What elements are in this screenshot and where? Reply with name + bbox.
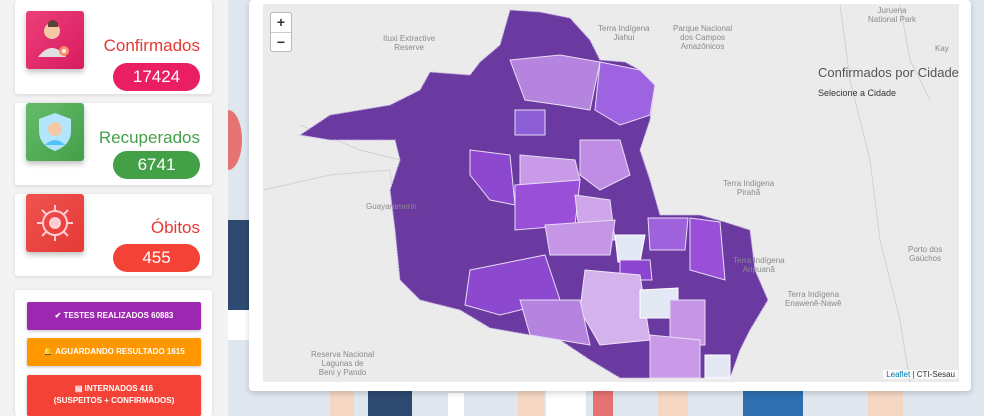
map-label-guayaramerin: Guayaramerin (366, 202, 417, 211)
person-virus-icon (26, 11, 84, 69)
awaiting-button[interactable]: 🔔 AGUARDANDO RESULTADO 1615 (27, 338, 201, 366)
map-label-beni: Reserva Nacional Lagunas de Beni y Pando (311, 350, 375, 377)
region-19[interactable] (704, 354, 731, 379)
deaths-count: 455 (113, 244, 200, 272)
city-select-prompt[interactable]: Selecione a Cidade (818, 88, 897, 98)
info-title: Confirmados por Cidade (818, 65, 959, 80)
awaiting-button-label: AGUARDANDO RESULTADO 1615 (55, 347, 185, 356)
map-label-aripuana: Terra Indígena Aripuanã (733, 256, 785, 274)
illustration-bottom (330, 391, 903, 416)
person-shield-icon (26, 103, 84, 161)
map-label-piraha: Terra Indigena Pirahã (723, 179, 775, 197)
tests-button[interactable]: ✔ TESTES REALIZADOS 60883 (27, 302, 201, 330)
choropleth-map[interactable] (263, 4, 959, 382)
region-4[interactable] (514, 109, 546, 136)
region-11[interactable] (614, 234, 646, 263)
map-label-ituxi: Ituxi Extractive Reserve (383, 34, 436, 52)
map-label-parque: Parque Nacional dos Campos Amazônicos (673, 24, 733, 51)
region-18[interactable] (649, 334, 701, 379)
confirmed-label: Confirmados (103, 36, 200, 55)
attribution-separator: | (910, 370, 917, 379)
check-icon: ✔ (54, 311, 62, 320)
sidebar: Confirmados 17424 Recuperados 6741 (0, 0, 228, 416)
region-12[interactable] (647, 217, 689, 251)
bell-icon: 🔔 (43, 347, 54, 356)
illustration-left (228, 110, 250, 340)
map-label-enawene: Terra Indígena Enawenê-Nawê (785, 290, 842, 308)
recovered-label: Recuperados (98, 128, 200, 147)
map-label-kay: Kay (935, 44, 949, 53)
recovered-count: 6741 (113, 151, 200, 179)
region-21[interactable] (519, 299, 591, 346)
region-3[interactable] (594, 61, 656, 126)
region-13[interactable] (689, 217, 726, 281)
confirmed-count: 17424 (113, 63, 200, 91)
recovered-card: Recuperados 6741 (15, 103, 212, 185)
map[interactable]: Ituxi Extractive Reserve Terra Indígena Ji… (263, 4, 959, 382)
hospitalized-button-label: INTERNADOS 416 (84, 384, 154, 393)
zoom-out-button[interactable]: − (276, 34, 286, 50)
tests-button-label: TESTES REALIZADOS 60883 (63, 311, 174, 320)
region-17[interactable] (669, 299, 706, 346)
region-2[interactable] (509, 54, 601, 111)
region-10[interactable] (544, 219, 616, 256)
map-label-jiahui: Terra Indígena Jiahui (598, 24, 650, 42)
map-attribution: Leaflet | CTI-Sesau (883, 370, 958, 379)
deaths-card: Óbitos 455 (15, 194, 212, 276)
hospitalized-button-sublabel: (SUSPEITOS + CONFIRMADOS) (53, 396, 175, 405)
attribution-source: CTI-Sesau (916, 370, 955, 379)
region-8[interactable] (514, 179, 581, 231)
region-7[interactable] (469, 149, 516, 206)
map-label-juruena: Juruena National Park (868, 6, 917, 24)
leaflet-link[interactable]: Leaflet (886, 370, 911, 379)
region-5[interactable] (579, 139, 631, 191)
hospital-icon: ▤ (74, 384, 83, 393)
zoom-in-button[interactable]: + (271, 13, 291, 33)
virus-icon (26, 194, 84, 252)
hospitalized-button[interactable]: ▤ INTERNADOS 416 (SUSPEITOS + CONFIRMADO… (27, 375, 201, 416)
deaths-label: Óbitos (150, 218, 200, 237)
confirmed-card: Confirmados 17424 (15, 0, 212, 94)
map-label-porto: Porto dos Gaúchos (908, 245, 943, 263)
zoom-control: + − (270, 12, 292, 52)
